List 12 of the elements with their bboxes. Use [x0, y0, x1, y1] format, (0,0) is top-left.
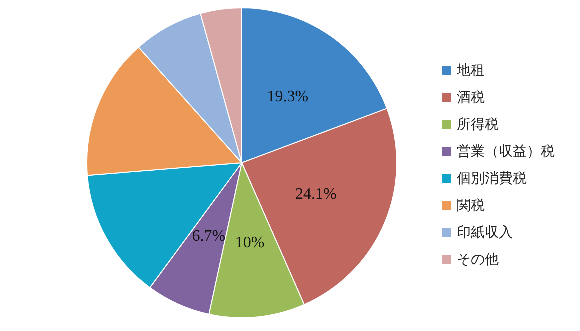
- legend-label: その他: [457, 252, 499, 268]
- data-label: 6.7%: [192, 228, 226, 245]
- legend-label: 個別消費税: [457, 171, 527, 187]
- data-label: 10%: [235, 234, 265, 252]
- data-label: 24.1%: [296, 186, 337, 203]
- legend-label: 印紙収入: [457, 225, 513, 241]
- legend-label: 酒税: [457, 90, 485, 106]
- legend-label: 関税: [457, 198, 485, 214]
- data-label: 19.3%: [267, 88, 309, 106]
- legend-label: 地租: [456, 63, 485, 79]
- legend-label: 所得税: [457, 117, 499, 133]
- legend-label: 営業（収益）税: [457, 144, 555, 160]
